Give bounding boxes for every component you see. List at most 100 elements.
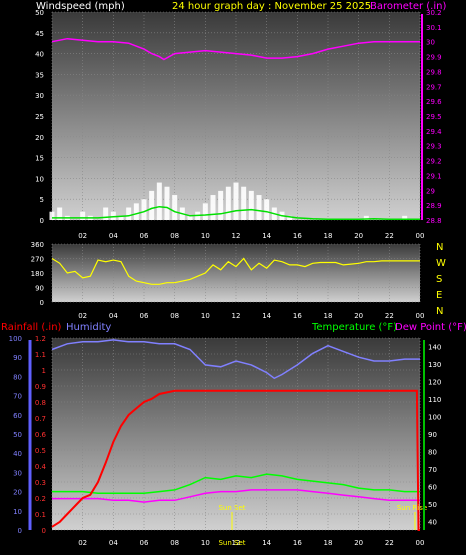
temp-y-tick: 140 [428,344,441,352]
temp-y-tick: 100 [428,414,441,422]
direction-x-tick: 14 [262,312,271,320]
wind-x-tick: 12 [232,232,241,240]
compass-letter: W [436,258,446,269]
compass-letter: N [436,306,443,317]
rain-y-tick: 1 [42,367,46,375]
humidity-y-tick: 0 [18,527,22,535]
humidity-y-tick: 100 [9,335,22,343]
wind-y-ticks: 0 5 10 15 20 25 30 35 40 45 50 [35,9,44,225]
humidity-axis-label: Humidity [66,322,111,333]
wind-bar [402,215,408,220]
rain-y-tick: 0.1 [35,511,46,519]
baro-y-tick: 30.1 [426,24,442,32]
direction-x-ticks: 02 04 06 08 10 12 14 16 18 20 22 00 [78,312,424,320]
baro-y-tick: 28.8 [426,217,442,225]
barometer-line [51,37,420,61]
wind-bar [287,215,293,220]
temperature-line [52,473,420,495]
climate-x-tick: 06 [140,539,149,547]
baro-y-tick: 29.6 [426,98,442,106]
baro-y-tick: 29.5 [426,113,442,121]
rainfall-line [51,389,420,531]
wind-x-tick: 04 [109,232,118,240]
wind-bar [118,215,124,220]
wind-bar [248,190,254,220]
wind-y-tick: 5 [40,196,44,204]
humidity-line [51,339,420,380]
baro-y-tick: 28.9 [426,202,442,210]
wind-x-tick: 10 [201,232,210,240]
rain-axis-label: Rainfall (.in) [1,322,62,333]
temp-y-tick: 90 [428,431,437,439]
direction-x-tick: 20 [354,312,363,320]
wind-x-ticks: 02 04 06 08 10 12 14 16 18 20 22 00 [78,232,424,240]
rain-y-tick: 0.5 [35,447,46,455]
climate-x-tick: 18 [324,539,333,547]
wind-bar [225,186,231,220]
wind-y-tick: 45 [35,30,44,38]
climate-x-ticks: 02 04 06 08 10 12 14 16 18 20 22 00 [78,539,424,547]
baro-axis-label: Barometer (.in) [370,1,446,12]
temp-y-tick: 120 [428,379,441,387]
wind-bar [256,195,262,220]
dewpoint-line [52,489,420,503]
wind-bar [241,186,247,220]
baro-y-tick: 29 [426,187,435,195]
baro-y-tick: 29.9 [426,54,442,62]
wind-x-tick: 14 [262,232,271,240]
wind-y-tick: 40 [35,51,44,59]
baro-y-tick: 30 [426,39,435,47]
temp-y-tick: 130 [428,361,441,369]
wind-bar [363,215,369,220]
wind-bar [57,207,63,220]
direction-x-tick: 16 [293,312,302,320]
rain-y-tick: 1.1 [35,351,46,359]
rain-y-tick: 0.7 [35,415,46,423]
direction-y-tick: 0 [40,299,44,307]
humidity-y-ticks: 0 10 20 30 40 50 60 70 80 90 100 [9,335,22,535]
climate-x-tick: 10 [201,539,210,547]
baro-y-tick: 29.7 [426,83,442,91]
climate-x-tick: 00 [416,539,425,547]
rain-y-tick: 0.8 [35,399,46,407]
wind-y-tick: 10 [35,175,44,183]
temp-y-tick: 80 [428,448,437,456]
rain-y-tick: 1.2 [35,335,46,343]
chart-title: 24 hour graph day : November 25 2025 [172,1,371,12]
direction-x-tick: 00 [416,312,425,320]
wind-y-tick: 35 [35,71,44,79]
sunset-label: Sun Set [218,504,245,512]
dew-axis-label: Dew Point (°F) [395,322,466,333]
humidity-y-tick: 60 [13,412,22,420]
wind-bar [110,211,116,220]
direction-x-tick: 10 [201,312,210,320]
direction-x-tick: 04 [109,312,118,320]
direction-y-ticks: 0 90 180 270 360 [31,241,44,307]
wind-bar [218,190,224,220]
wind-bar [141,199,147,220]
wind-direction-line [51,257,420,285]
direction-x-tick: 18 [324,312,333,320]
wind-bar [156,182,162,220]
temp-y-tick: 40 [428,518,437,526]
wind-bar [164,186,170,220]
rain-y-ticks: 0 0.1 0.2 0.3 0.4 0.5 0.6 0.7 0.8 0.9 1 1.1 1.2 [35,335,47,535]
direction-y-tick: 360 [31,241,44,249]
wind-y-tick: 50 [35,9,44,17]
temp-y-ticks: 40 50 60 70 80 90 100 110 120 130 140 [428,344,441,527]
direction-x-tick: 06 [140,312,149,320]
wind-bar [187,215,193,220]
wind-bar [49,211,55,220]
wind-bar [80,211,86,220]
temp-axis-label: Temperature (°F) [311,322,397,333]
wind-x-tick: 00 [416,232,425,240]
direction-y-tick: 90 [35,285,44,293]
sunrise-label: Sun Rise [397,504,427,512]
temp-y-tick: 50 [428,501,437,509]
wind-x-tick: 18 [324,232,333,240]
direction-x-tick: 22 [385,312,394,320]
baro-y-tick: 29.8 [426,68,442,76]
wind-bar [202,203,208,220]
climate-x-tick: 12 [232,539,241,547]
